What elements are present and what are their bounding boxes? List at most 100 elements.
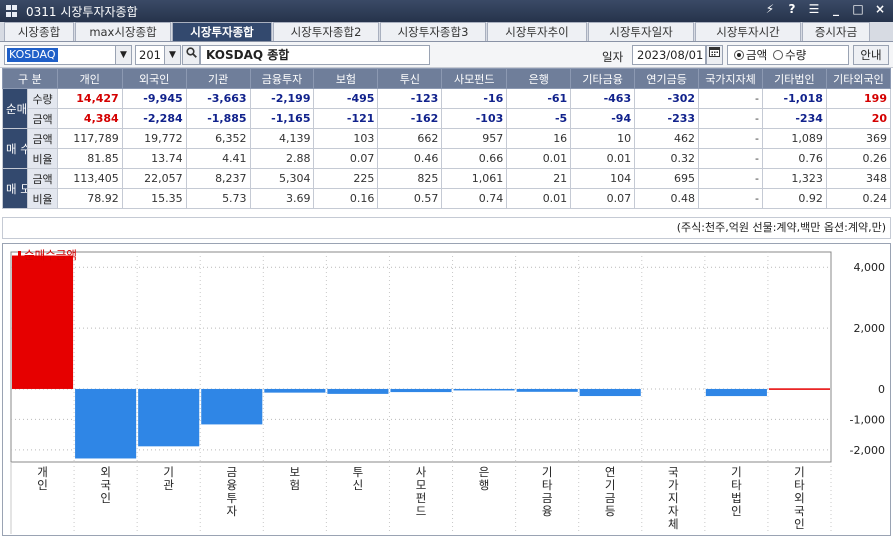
table-cell: 78.92 xyxy=(56,188,123,209)
code-select[interactable]: 201 ▼ xyxy=(135,45,181,65)
table-header-row: 구 분 개인 외국인 기관 금융투자 보험 투신 사모펀드 은행 기타금융 연기… xyxy=(2,68,892,89)
table-cell: 662 xyxy=(377,128,443,149)
tab-market-investor-daily[interactable]: 시장투자일자 xyxy=(588,22,694,41)
header-government[interactable]: 국가지자체 xyxy=(698,68,763,89)
menu-icon[interactable]: ☰ xyxy=(808,2,820,16)
help-icon[interactable]: ? xyxy=(788,2,796,16)
tab-market-funds[interactable]: 증시자금 xyxy=(802,22,870,41)
table-cell: -9,945 xyxy=(121,88,187,109)
window-icon xyxy=(6,5,18,17)
table-row: 비율 78.92 15.35 5.73 3.69 0.16 0.57 0.74 0.01 0.07… xyxy=(3,188,892,209)
table-cell: -103 xyxy=(441,108,508,129)
table-cell: 113,405 xyxy=(56,168,123,189)
unit-radio-group: 금액 수량 xyxy=(727,45,849,65)
table-cell: 0.01 xyxy=(506,148,572,169)
calendar-icon[interactable] xyxy=(706,45,723,65)
header-other-financial[interactable]: 기타금융 xyxy=(570,68,636,89)
table-cell: -2,199 xyxy=(249,88,315,109)
search-icon[interactable] xyxy=(182,45,200,65)
investor-table: 구 분 개인 외국인 기관 금융투자 보험 투신 사모펀드 은행 기타금융 연기… xyxy=(1,68,892,209)
chevron-down-icon[interactable]: ▼ xyxy=(164,46,180,64)
header-other-corporation[interactable]: 기타법인 xyxy=(761,68,827,89)
header-insurance[interactable]: 보험 xyxy=(313,68,379,89)
header-investment-trust[interactable]: 투신 xyxy=(377,68,443,89)
y-tick-label: -1,000 xyxy=(850,413,885,426)
header-financial-investment[interactable]: 금융투자 xyxy=(249,68,315,89)
table-cell: 20 xyxy=(825,108,892,129)
unit-note: (주식:천주,억원 선물:계약,백만 옵션:계약,만) xyxy=(2,217,891,239)
tab-market-investor-summary-2[interactable]: 시장투자종합2 xyxy=(273,22,379,41)
table-cell: -463 xyxy=(570,88,636,109)
header-individual[interactable]: 개인 xyxy=(56,68,123,89)
table-cell: 103 xyxy=(313,128,379,149)
table-cell: -233 xyxy=(634,108,700,129)
table-cell: 0.74 xyxy=(441,188,508,209)
market-select[interactable]: KOSDAQ ▼ xyxy=(4,45,132,65)
table-cell: 16 xyxy=(506,128,572,149)
table-cell: -234 xyxy=(761,108,827,129)
maximize-icon[interactable]: □ xyxy=(852,2,864,16)
row-sub-label: 금액 xyxy=(27,128,58,149)
tab-market-investor-time[interactable]: 시장투자시간 xyxy=(695,22,801,41)
y-tick-label: -2,000 xyxy=(850,444,885,457)
radio-quantity[interactable]: 수량 xyxy=(773,47,806,63)
table-cell: 695 xyxy=(634,168,700,189)
chevron-down-icon[interactable]: ▼ xyxy=(115,46,131,64)
table-cell: -1,885 xyxy=(185,108,251,129)
tab-bar: 시장종합 max시장종합 시장투자종합 시장투자종합2 시장투자종합3 시장투자… xyxy=(0,22,893,42)
row-group-label: 매 수 xyxy=(1,128,29,169)
radio-quantity-label: 수량 xyxy=(785,48,807,62)
header-bank[interactable]: 은행 xyxy=(506,68,572,89)
table-cell: 14,427 xyxy=(56,88,123,109)
table-cell: 5,304 xyxy=(249,168,315,189)
table-cell: 10 xyxy=(570,128,636,149)
bar-보험 xyxy=(264,388,326,393)
header-other-foreign[interactable]: 기타외국인 xyxy=(825,68,892,89)
table-row: 매 수금액117,78919,7726,3524,139103662957161… xyxy=(1,128,892,169)
pin-icon[interactable]: ⚡ xyxy=(765,2,775,16)
table-cell: -1,018 xyxy=(761,88,827,109)
table-cell: 1,061 xyxy=(441,168,508,189)
table-cell: -121 xyxy=(313,108,379,129)
y-tick-label: 2,000 xyxy=(854,322,886,335)
tab-market-investor-trend[interactable]: 시장투자추이 xyxy=(487,22,587,41)
table-row: 매 도금액113,40522,0578,2375,3042258251,0612… xyxy=(1,168,892,209)
radio-amount[interactable]: 금액 xyxy=(734,47,767,63)
date-input[interactable]: 2023/08/01 xyxy=(632,45,706,65)
header-pension[interactable]: 연기금등 xyxy=(634,68,700,89)
minimize-icon[interactable]: _ xyxy=(833,2,839,16)
table-cell: 462 xyxy=(634,128,700,149)
guide-button[interactable]: 안내 xyxy=(853,45,889,65)
header-private-fund[interactable]: 사모펀드 xyxy=(441,68,508,89)
close-icon[interactable]: × xyxy=(874,2,886,16)
table-cell: 3.69 xyxy=(249,188,315,209)
bar-기타금융 xyxy=(516,388,578,392)
window-title: 0311 시장투자자종합 xyxy=(26,4,138,19)
header-foreign[interactable]: 외국인 xyxy=(121,68,187,89)
table-cell: 0.01 xyxy=(506,188,572,209)
table-cell: 348 xyxy=(825,168,892,189)
table-cell: 22,057 xyxy=(121,168,187,189)
table-cell: 19,772 xyxy=(121,128,187,149)
row-sub-label: 수량 xyxy=(27,88,58,109)
bar-사모펀드 xyxy=(390,388,452,393)
tab-market-summary[interactable]: 시장종합 xyxy=(4,22,74,41)
net-buy-chart: 4,000 2,000 0 -1,000 -2,000 순매수금액 개 인 외 국 인 기 관 금 융 투 자 보… xyxy=(2,243,891,536)
tab-market-investor-summary[interactable]: 시장투자종합 xyxy=(172,22,272,41)
bar-기관 xyxy=(138,388,200,447)
tab-market-investor-summary-3[interactable]: 시장투자종합3 xyxy=(380,22,486,41)
table-cell: -2,284 xyxy=(121,108,187,129)
tab-max-market-summary[interactable]: max시장종합 xyxy=(75,22,171,41)
bar-외국인 xyxy=(75,388,137,459)
index-name: KOSDAQ 종합 xyxy=(200,45,430,65)
radio-quantity-dot xyxy=(773,50,784,60)
table-cell: -302 xyxy=(634,88,700,109)
table-cell: 0.07 xyxy=(313,148,379,169)
table-cell: - xyxy=(698,148,763,169)
table-cell: -5 xyxy=(506,108,572,129)
header-institution[interactable]: 기관 xyxy=(185,68,251,89)
